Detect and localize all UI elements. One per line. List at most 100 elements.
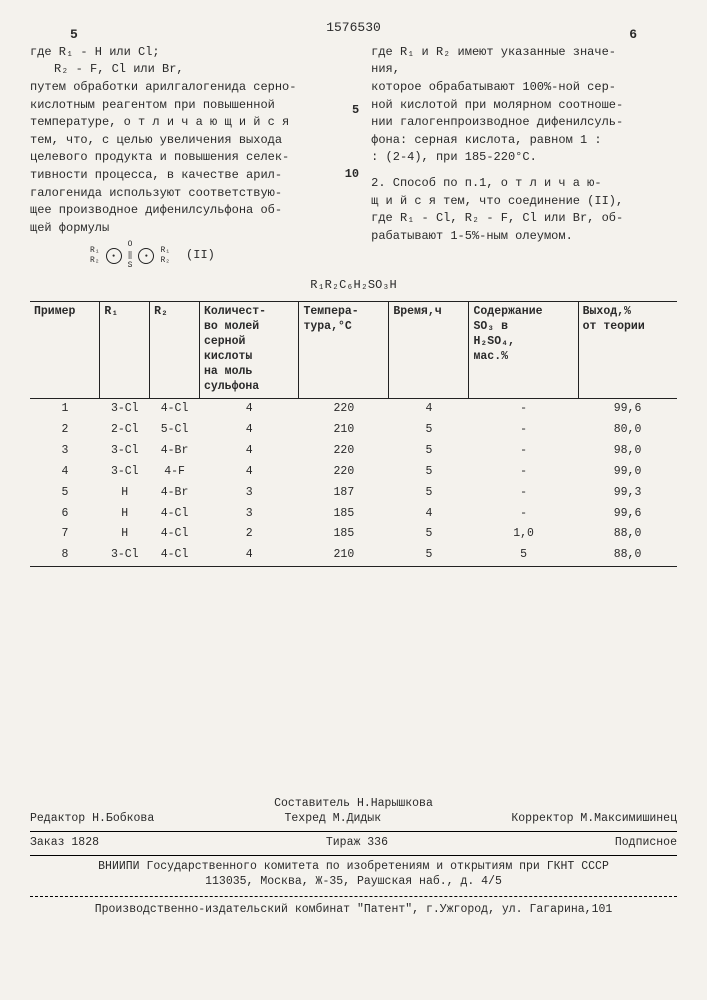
line-mark-10: 10 [345, 167, 359, 183]
table-cell: - [469, 504, 578, 525]
table-cell: 3 [199, 483, 299, 504]
table-cell: 4 [199, 420, 299, 441]
table-row: 7H4-Cl218551,088,0 [30, 524, 677, 545]
footer: Составитель Н.Нарышкова Редактор Н.Бобко… [30, 797, 677, 918]
table-header: Количест- во молей серной кислоты на мол… [199, 302, 299, 399]
table-cell: H [100, 524, 150, 545]
footer-org-2: 113035, Москва, Ж-35, Раушская наб., д. … [30, 875, 677, 890]
table-cell: 4 [389, 398, 469, 419]
table-cell: 98,0 [578, 441, 677, 462]
table-cell: 3 [30, 441, 100, 462]
table-header: R₂ [150, 302, 200, 399]
right-line-5: нии галогенпроизводное дифенилсуль- [371, 115, 677, 131]
table-cell: 3-Cl [100, 441, 150, 462]
table-cell: 6 [30, 504, 100, 525]
table-cell: 8 [30, 545, 100, 566]
table-row: 13-Cl4-Cl42204-99,6 [30, 398, 677, 419]
page-num-5: 5 [70, 27, 78, 44]
document-number: 1576530 [30, 20, 677, 37]
formula-label-ii: (II) [186, 248, 215, 264]
right-line-6: фона: серная кислота, равном 1 : [371, 133, 677, 149]
footer-corrector: Корректор М.Максимишинец [511, 812, 677, 827]
table-cell: - [469, 441, 578, 462]
footer-order: Заказ 1828 [30, 836, 99, 851]
table-cell: 5 [389, 441, 469, 462]
left-line-11: щей формулы [30, 221, 109, 235]
right-line-1: где R₁ и R₂ имеют указанные значе- [371, 45, 677, 61]
table-cell: 3-Cl [100, 398, 150, 419]
table-cell: 99,3 [578, 483, 677, 504]
table-cell: 220 [299, 462, 389, 483]
table-cell: 4-Br [150, 441, 200, 462]
table-cell: - [469, 483, 578, 504]
left-line-3: путем обработки арилгалогенида серно- [30, 80, 351, 96]
footer-circulation: Тираж 336 [326, 836, 388, 851]
table-cell: 80,0 [578, 420, 677, 441]
left-line-5a: температуре, [30, 115, 124, 129]
right-line-8: 2. Способ по п.1, о т л и ч а ю- [371, 176, 677, 192]
right-line-4: ной кислотой при молярном соотноше- [371, 98, 677, 114]
table-cell: 3-Cl [100, 545, 150, 566]
right-column: 6 где R₁ и R₂ имеют указанные значе- ния… [371, 45, 677, 274]
table-cell: 99,0 [578, 462, 677, 483]
table-row: 33-Cl4-Br42205-98,0 [30, 441, 677, 462]
line-mark-5: 5 [352, 103, 359, 119]
table-cell: 5 [389, 524, 469, 545]
left-line-6: тем, что, с целью увеличения выхода [30, 133, 351, 149]
footer-subscription: Подписное [615, 836, 677, 851]
table-cell: 4 [199, 398, 299, 419]
right-line-9: щ и й с я тем, что соединение (II), [371, 194, 677, 210]
table-cell: 210 [299, 545, 389, 566]
table-cell: 4-Cl [150, 545, 200, 566]
right-line-11: рабатывают 1-5%-ным олеумом. [371, 229, 677, 245]
table-cell: 88,0 [578, 545, 677, 566]
table-cell: 3 [199, 504, 299, 525]
table-row: 43-Cl4-F42205-99,0 [30, 462, 677, 483]
table-cell: 5-Cl [150, 420, 200, 441]
footer-tech: Техред М.Дидык [284, 812, 381, 827]
left-line-5: температуре, о т л и ч а ю щ и й с я [30, 115, 351, 131]
table-cell: 4-F [150, 462, 200, 483]
table-cell: 1,0 [469, 524, 578, 545]
page-num-6: 6 [629, 27, 637, 44]
formula-sub: R₁R₂C₆H₂SO₃H [30, 278, 677, 294]
table-cell: 2-Cl [100, 420, 150, 441]
table-cell: 4 [199, 441, 299, 462]
table-header: Темпера- тура,°С [299, 302, 389, 399]
table-cell: 185 [299, 524, 389, 545]
table-cell: 4-Cl [150, 524, 200, 545]
table-cell: 5 [389, 483, 469, 504]
table-cell: - [469, 398, 578, 419]
right-line-8a: 2. Способ по п.1, [371, 176, 501, 190]
left-line-8: тивности процесса, в качестве арил- [30, 168, 351, 184]
structural-formula: R₁R₂ ● O‖S ● R₁R₂ (II) [90, 240, 351, 271]
left-column: 5 5 10 где R₁ - H или Cl; R₂ - F, Cl или… [30, 45, 351, 274]
footer-editor: Редактор Н.Бобкова [30, 812, 154, 827]
table-cell: 187 [299, 483, 389, 504]
right-line-9a: щ и й с я [371, 194, 436, 208]
data-table: ПримерR₁R₂Количест- во молей серной кисл… [30, 301, 677, 567]
right-line-7: : (2-4), при 185-220°С. [371, 150, 677, 166]
right-line-2: ния, [371, 62, 677, 78]
table-cell: 7 [30, 524, 100, 545]
footer-org-1: ВНИИПИ Государственного комитета по изоб… [30, 860, 677, 875]
table-cell: 5 [389, 420, 469, 441]
table-cell: 4-Cl [150, 504, 200, 525]
table-cell: 5 [389, 462, 469, 483]
table-cell: 185 [299, 504, 389, 525]
table-cell: 220 [299, 398, 389, 419]
table-cell: 99,6 [578, 504, 677, 525]
table-cell: 5 [389, 545, 469, 566]
left-line-5b: о т л и ч а ю щ и й с я [124, 115, 290, 129]
table-cell: 1 [30, 398, 100, 419]
table-header: R₁ [100, 302, 150, 399]
table-cell: 2 [30, 420, 100, 441]
table-cell: 220 [299, 441, 389, 462]
left-line-10: щее производное дифенилсульфона об- [30, 203, 351, 219]
table-row: 6H4-Cl31854-99,6 [30, 504, 677, 525]
table-header: Время,ч [389, 302, 469, 399]
table-row: 83-Cl4-Cl42105588,0 [30, 545, 677, 566]
table-row: 22-Cl5-Cl42105-80,0 [30, 420, 677, 441]
left-line-2: R₂ - F, Cl или Br, [30, 62, 351, 78]
table-header: Содержание SO₃ в H₂SO₄, мас.% [469, 302, 578, 399]
